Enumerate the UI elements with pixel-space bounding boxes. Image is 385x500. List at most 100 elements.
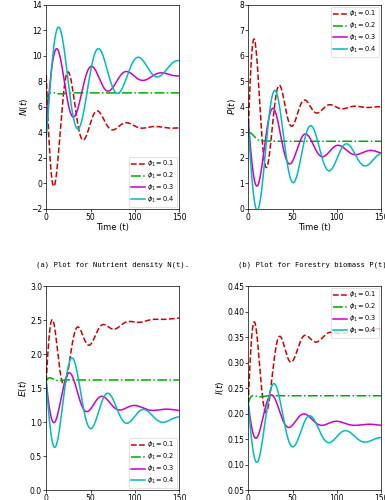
Line: $\phi_1 = 0.4$: $\phi_1 = 0.4$ xyxy=(248,384,381,462)
$\phi_1 = 0.1$ xyxy=(62,382,66,388)
$\phi_1 = 0.3$ xyxy=(269,392,274,398)
$\phi_1 = 0.4$ xyxy=(273,88,277,94)
$\phi_1 = 0.2$ xyxy=(302,393,307,399)
$\phi_1 = 0.2$ xyxy=(54,90,59,96)
X-axis label: Time (t): Time (t) xyxy=(96,224,129,232)
$\phi_1 = 0.3$ xyxy=(262,410,266,416)
$\phi_1 = 0.3$ xyxy=(52,420,56,426)
Line: $\phi_1 = 0.2$: $\phi_1 = 0.2$ xyxy=(248,396,381,404)
$\phi_1 = 0.4$ xyxy=(100,52,105,58)
$\phi_1 = 0.3$ xyxy=(105,398,110,404)
$\phi_1 = 0.1$ xyxy=(303,332,307,338)
$\phi_1 = 0.4$ xyxy=(177,58,181,64)
$\phi_1 = 0.3$ xyxy=(308,135,312,141)
$\phi_1 = 0.3$ xyxy=(256,180,261,186)
$\phi_1 = 0.2$ xyxy=(246,400,251,406)
$\phi_1 = 0.2$ xyxy=(308,138,312,144)
Line: $\phi_1 = 0.4$: $\phi_1 = 0.4$ xyxy=(248,90,381,210)
$\phi_1 = 0.1$ xyxy=(120,322,124,328)
$\phi_1 = 0.2$ xyxy=(60,91,64,97)
$\phi_1 = 0.3$ xyxy=(308,414,312,420)
$\phi_1 = 0.3$ xyxy=(120,71,124,77)
$\phi_1 = 0.1$ xyxy=(54,170,59,176)
$\phi_1 = 0.3$ xyxy=(303,411,307,417)
$\phi_1 = 0.4$ xyxy=(70,355,74,361)
$\phi_1 = 0.4$ xyxy=(177,414,181,420)
$\phi_1 = 0.3$ xyxy=(305,132,310,138)
Text: (b) Plot for Forestry biomass P(t).: (b) Plot for Forestry biomass P(t). xyxy=(238,262,385,268)
$\phi_1 = 0.1$ xyxy=(103,120,108,126)
$\phi_1 = 0.1$ xyxy=(308,103,312,109)
$\phi_1 = 0.4$ xyxy=(262,164,266,170)
Line: $\phi_1 = 0.2$: $\phi_1 = 0.2$ xyxy=(46,92,179,100)
$\phi_1 = 0.4$ xyxy=(256,456,261,462)
$\phi_1 = 0.1$ xyxy=(100,114,105,120)
$\phi_1 = 0.4$ xyxy=(305,414,310,420)
$\phi_1 = 0.2$ xyxy=(246,130,251,136)
$\phi_1 = 0.4$ xyxy=(52,444,57,450)
$\phi_1 = 0.4$ xyxy=(246,122,251,128)
Text: (a) Plot for Nutrient density N(t).: (a) Plot for Nutrient density N(t). xyxy=(36,262,189,268)
Y-axis label: $N(t)$: $N(t)$ xyxy=(18,98,30,116)
Line: $\phi_1 = 0.4$: $\phi_1 = 0.4$ xyxy=(46,27,179,138)
$\phi_1 = 0.3$ xyxy=(60,390,64,396)
$\phi_1 = 0.2$ xyxy=(44,98,49,103)
$\phi_1 = 0.4$ xyxy=(44,378,49,384)
Line: $\phi_1 = 0.1$: $\phi_1 = 0.1$ xyxy=(248,39,381,168)
$\phi_1 = 0.4$ xyxy=(60,33,64,39)
$\phi_1 = 0.1$ xyxy=(322,105,326,111)
$\phi_1 = 0.2$ xyxy=(262,394,266,400)
$\phi_1 = 0.4$ xyxy=(322,161,326,167)
$\phi_1 = 0.3$ xyxy=(322,422,326,428)
$\phi_1 = 0.4$ xyxy=(303,418,307,424)
$\phi_1 = 0.1$ xyxy=(44,378,49,384)
$\phi_1 = 0.1$ xyxy=(100,322,105,328)
$\phi_1 = 0.3$ xyxy=(44,378,49,384)
X-axis label: Time (t): Time (t) xyxy=(298,224,331,232)
$\phi_1 = 0.3$ xyxy=(246,116,251,122)
$\phi_1 = 0.3$ xyxy=(67,370,72,376)
$\phi_1 = 0.2$ xyxy=(105,377,110,383)
$\phi_1 = 0.1$ xyxy=(246,130,251,136)
$\phi_1 = 0.2$ xyxy=(100,90,105,96)
$\phi_1 = 0.1$ xyxy=(66,69,70,75)
$\phi_1 = 0.4$ xyxy=(305,126,310,132)
$\phi_1 = 0.1$ xyxy=(44,72,49,78)
$\phi_1 = 0.4$ xyxy=(54,28,59,34)
$\phi_1 = 0.1$ xyxy=(60,106,64,112)
$\phi_1 = 0.2$ xyxy=(379,393,383,399)
$\phi_1 = 0.1$ xyxy=(379,326,383,332)
$\phi_1 = 0.3$ xyxy=(54,416,59,422)
$\phi_1 = 0.4$ xyxy=(100,396,105,402)
$\phi_1 = 0.2$ xyxy=(103,90,108,96)
$\phi_1 = 0.1$ xyxy=(262,156,266,162)
$\phi_1 = 0.4$ xyxy=(120,86,124,92)
$\phi_1 = 0.4$ xyxy=(256,205,261,211)
$\phi_1 = 0.2$ xyxy=(120,377,124,383)
$\phi_1 = 0.3$ xyxy=(54,46,59,52)
$\phi_1 = 0.2$ xyxy=(256,137,261,143)
$\phi_1 = 0.2$ xyxy=(305,393,310,399)
$\phi_1 = 0.2$ xyxy=(177,90,181,96)
Line: $\phi_1 = 0.3$: $\phi_1 = 0.3$ xyxy=(248,395,381,438)
$\phi_1 = 0.2$ xyxy=(321,138,326,144)
$\phi_1 = 0.1$ xyxy=(262,404,266,410)
$\phi_1 = 0.4$ xyxy=(246,400,251,406)
$\phi_1 = 0.3$ xyxy=(254,436,258,442)
$\phi_1 = 0.4$ xyxy=(120,416,124,422)
$\phi_1 = 0.3$ xyxy=(100,394,105,400)
$\phi_1 = 0.1$ xyxy=(120,121,124,127)
$\phi_1 = 0.2$ xyxy=(246,130,251,136)
$\phi_1 = 0.2$ xyxy=(379,138,383,144)
$\phi_1 = 0.1$ xyxy=(52,184,56,190)
$\phi_1 = 0.1$ xyxy=(54,338,59,344)
$\phi_1 = 0.2$ xyxy=(50,90,54,96)
$\phi_1 = 0.1$ xyxy=(252,319,256,325)
Legend: $\phi_1 = 0.1$, $\phi_1 = 0.2$, $\phi_1 = 0.3$, $\phi_1 = 0.4$: $\phi_1 = 0.1$, $\phi_1 = 0.2$, $\phi_1 … xyxy=(129,157,177,207)
$\phi_1 = 0.4$ xyxy=(56,24,61,30)
Legend: $\phi_1 = 0.1$, $\phi_1 = 0.2$, $\phi_1 = 0.3$, $\phi_1 = 0.4$: $\phi_1 = 0.1$, $\phi_1 = 0.2$, $\phi_1 … xyxy=(331,288,379,338)
$\phi_1 = 0.2$ xyxy=(321,393,326,399)
$\phi_1 = 0.3$ xyxy=(177,73,181,79)
$\phi_1 = 0.2$ xyxy=(372,138,377,144)
$\phi_1 = 0.3$ xyxy=(379,150,383,156)
